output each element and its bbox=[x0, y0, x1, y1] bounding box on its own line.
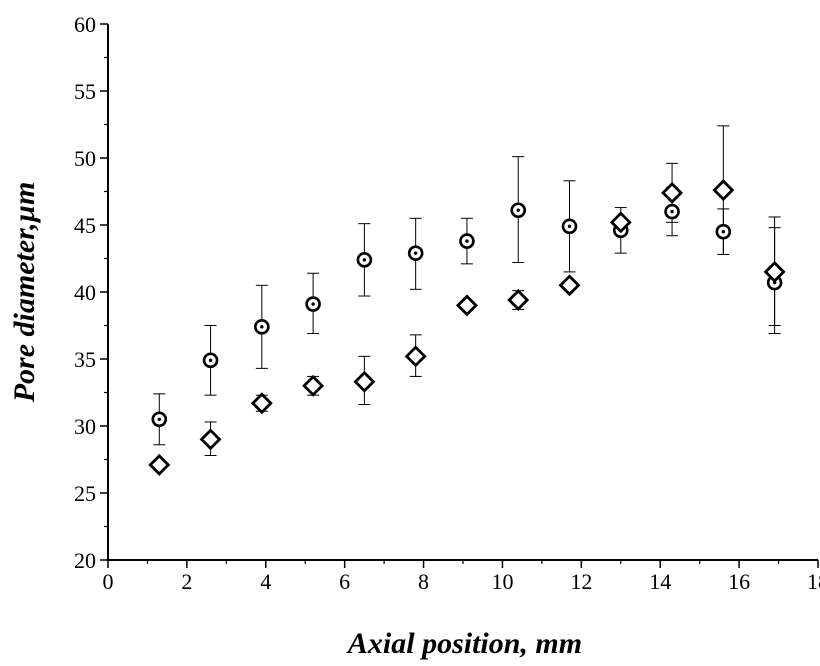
y-tick-label: 45 bbox=[74, 213, 96, 238]
x-tick-label: 16 bbox=[728, 569, 750, 594]
x-axis-title: Axial position, mm bbox=[346, 627, 582, 660]
diamond-point bbox=[507, 289, 530, 312]
diamond-point bbox=[353, 370, 376, 393]
x-tick-label: 6 bbox=[339, 569, 350, 594]
y-axis-title: Pore diameter,µm bbox=[8, 182, 41, 404]
circle-point bbox=[151, 411, 168, 428]
circle-point bbox=[664, 203, 680, 220]
diamond-point bbox=[199, 428, 222, 451]
circle-point bbox=[254, 319, 270, 335]
y-tick-label: 25 bbox=[74, 481, 96, 506]
x-tick-label: 14 bbox=[649, 569, 671, 594]
diamond-point bbox=[609, 211, 632, 234]
x-tick-label: 10 bbox=[491, 569, 513, 594]
y-tick-label: 30 bbox=[74, 414, 96, 439]
y-tick-label: 60 bbox=[74, 12, 96, 37]
axes: 0 2 4 6 8 10 12 14 16 18 20 25 30 35 40 45 50 55 60 bbox=[74, 12, 820, 594]
x-tick-label: 4 bbox=[260, 569, 271, 594]
error-bars bbox=[153, 125, 781, 456]
y-tick-label: 20 bbox=[74, 548, 96, 573]
circle-point bbox=[407, 245, 424, 261]
circle-point bbox=[510, 202, 527, 219]
x-tick-label: 8 bbox=[418, 569, 429, 594]
y-tick-label: 50 bbox=[74, 146, 96, 171]
x-tick-label: 12 bbox=[570, 569, 592, 594]
diamond-point bbox=[558, 274, 581, 297]
circle-point bbox=[356, 252, 373, 268]
circle-point bbox=[561, 218, 578, 235]
data-markers bbox=[148, 179, 786, 476]
x-tick-label: 2 bbox=[181, 569, 192, 594]
diamond-point bbox=[250, 392, 273, 415]
circle-point bbox=[459, 233, 475, 249]
x-tick-label: 18 bbox=[807, 569, 820, 594]
diamond-point bbox=[712, 179, 735, 202]
diamond-point bbox=[148, 453, 171, 476]
y-tick-label: 40 bbox=[74, 280, 96, 305]
y-tick-label: 55 bbox=[74, 79, 96, 104]
circle-point bbox=[305, 296, 321, 312]
circle-point bbox=[715, 223, 732, 240]
x-tick-label: 0 bbox=[103, 569, 114, 594]
diamond-point bbox=[302, 374, 325, 397]
diamond-point bbox=[661, 181, 684, 204]
circle-point bbox=[202, 352, 219, 369]
y-tick-label: 35 bbox=[74, 347, 96, 372]
diamond-point bbox=[404, 345, 427, 368]
diamond-point bbox=[455, 294, 478, 317]
diamond-point bbox=[763, 260, 786, 283]
